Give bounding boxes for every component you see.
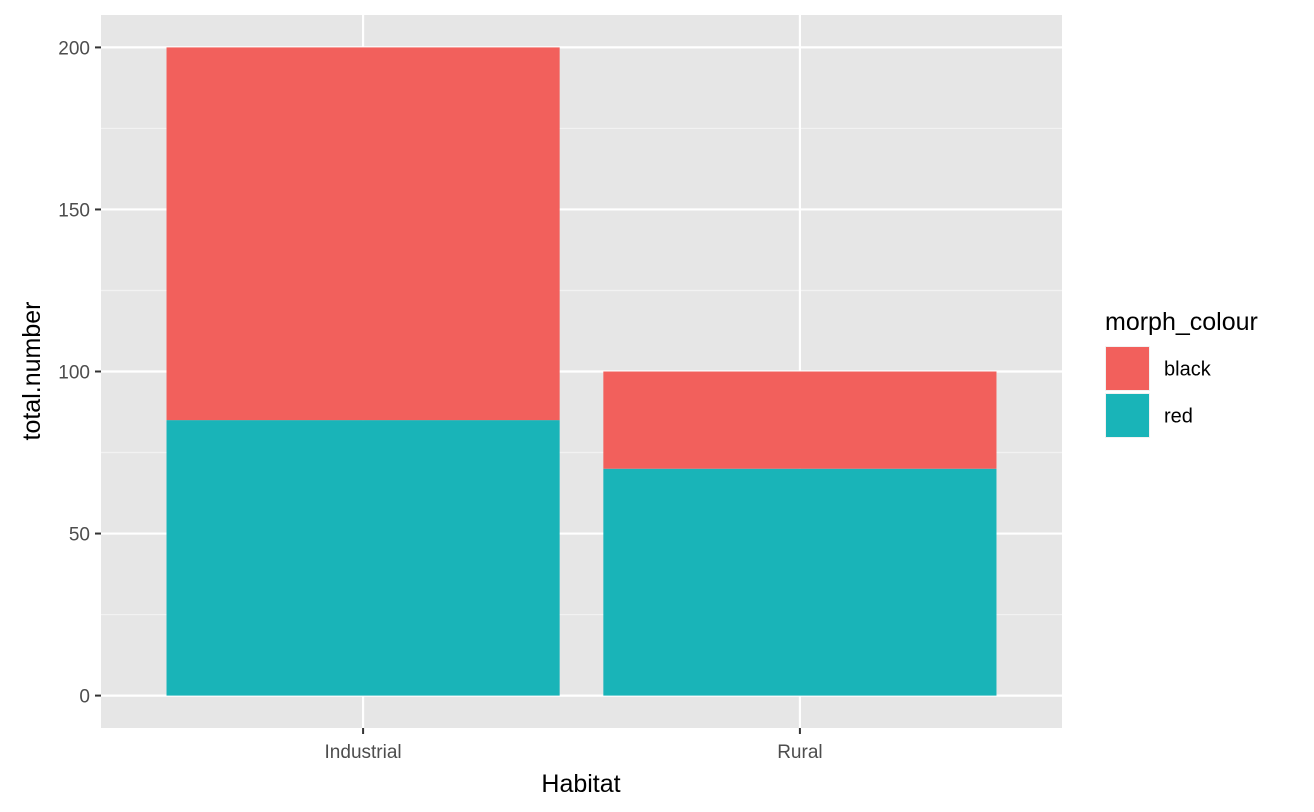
legend-label-black: black xyxy=(1164,359,1212,381)
y-tick-label: 0 xyxy=(79,687,90,708)
y-tick-label: 150 xyxy=(58,200,90,221)
bar-red-industrial xyxy=(166,420,560,696)
y-tick-label: 50 xyxy=(69,525,90,546)
bars-layer xyxy=(166,47,997,696)
x-axis-title: Habitat xyxy=(541,770,620,798)
y-axis: 0 50 100 150 200 xyxy=(58,38,101,708)
x-tick-label: Industrial xyxy=(325,742,402,763)
x-tick-label: Rural xyxy=(777,742,822,763)
y-tick-label: 200 xyxy=(58,38,90,59)
y-tick-label: 100 xyxy=(58,363,90,384)
legend-label-red: red xyxy=(1164,406,1193,428)
legend-swatch-red xyxy=(1106,394,1149,437)
legend-title: morph_colour xyxy=(1105,308,1258,336)
legend-swatch-black xyxy=(1106,347,1149,390)
bar-black-rural xyxy=(603,371,997,469)
y-axis-title: total.number xyxy=(18,302,46,441)
bar-black-industrial xyxy=(166,47,560,421)
x-axis: Industrial Rural xyxy=(325,728,823,763)
legend: morph_colour black red xyxy=(1105,308,1258,438)
bar-red-rural xyxy=(603,468,997,696)
